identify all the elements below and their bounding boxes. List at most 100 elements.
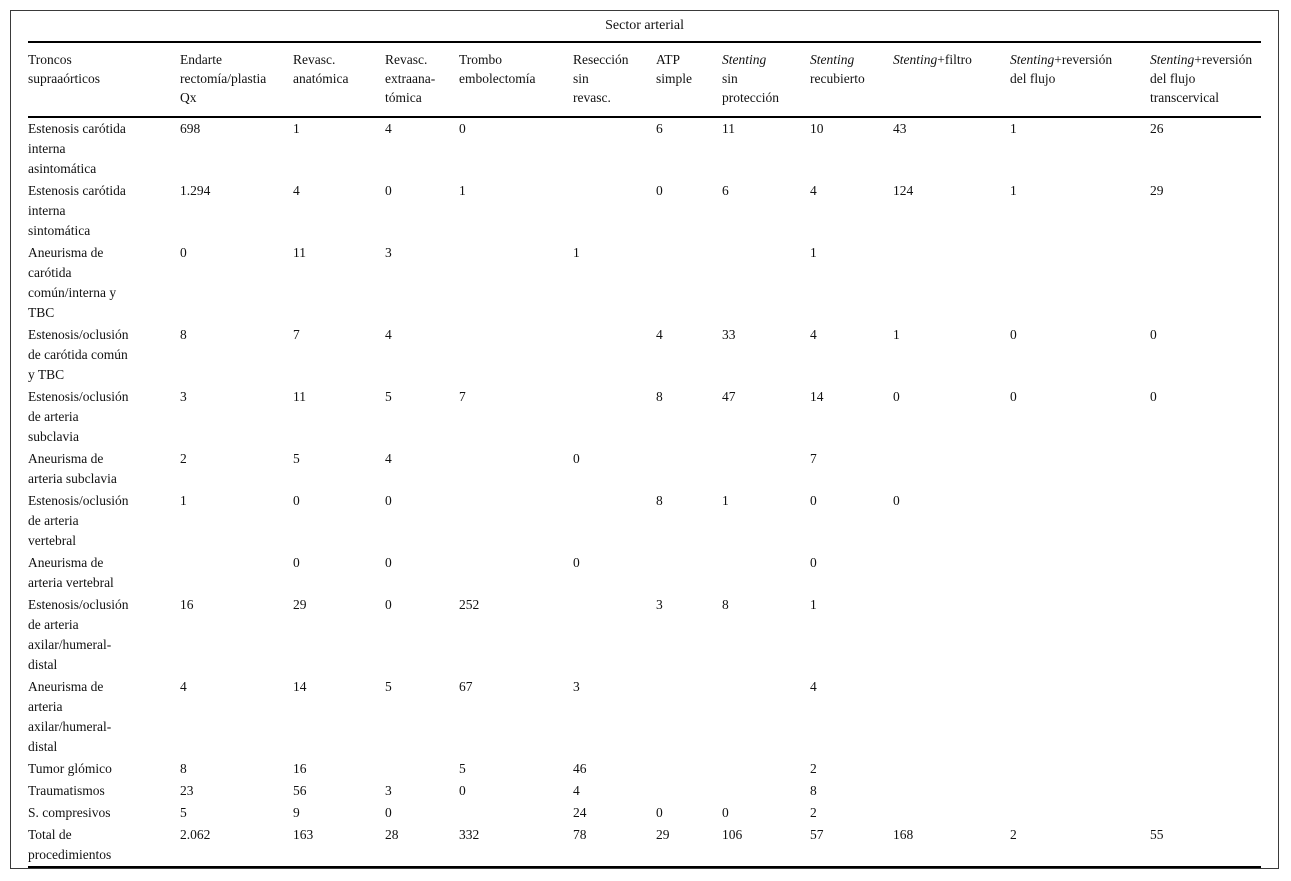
cell-stenting-filtro: 0: [893, 389, 900, 404]
cell-stenting-filtro: 0: [893, 493, 900, 508]
cell-endarterectomia-plastia-qx: 2.062: [180, 827, 211, 842]
cell-stenting-sin-proteccion: 1: [722, 493, 729, 508]
cell-stenting-sin-proteccion: [722, 758, 810, 780]
header-segment: Revasc. anatómica: [293, 52, 349, 86]
cell-revasc-anatomica: 11: [293, 245, 306, 260]
cell-stenting-reversion-flujo: [1010, 780, 1150, 802]
column-header-tromboembolectomia: Trombo embolectomía: [459, 42, 573, 118]
cell-revasc-extraanatomica: 5: [385, 389, 392, 404]
row-label: Aneurisma de arteria vertebral: [28, 555, 114, 590]
sector-arterial-table: Sector arterial Troncos supraaórticos End…: [28, 11, 1262, 868]
cell-stenting-sin-proteccion: [722, 552, 810, 594]
cell-endarterectomia-plastia-qx: 16: [180, 597, 194, 612]
cell-stenting-sin-proteccion: 11: [722, 121, 735, 136]
cell-stenting-reversion-flujo: 0: [1010, 327, 1017, 342]
table-row: S. compresivos 5 9 0 24 0 0 2: [28, 802, 1261, 824]
column-header-stenting-filtro: Stenting+filtro: [893, 42, 1010, 118]
cell-stenting-reversion-flujo: [1010, 448, 1150, 490]
cell-stenting-reversion-flujo-transcervical: [1150, 552, 1261, 594]
cell-revasc-extraanatomica: 0: [385, 555, 392, 570]
cell-tromboembolectomia: [459, 242, 573, 324]
table-row: Tumor glómico 8 16 5 46 2: [28, 758, 1261, 780]
cell-revasc-anatomica: 163: [293, 827, 314, 842]
cell-stenting-filtro: 1: [893, 327, 900, 342]
cell-stenting-reversion-flujo-transcervical: 26: [1150, 121, 1164, 136]
cell-stenting-recubierto: 57: [810, 827, 824, 842]
cell-reseccion-sin-revasc: [573, 386, 656, 448]
row-label: Estenosis/oclusión de arteria subclavia: [28, 389, 129, 444]
cell-revasc-anatomica: 0: [293, 493, 300, 508]
cell-stenting-filtro: [893, 448, 1010, 490]
cell-atp-simple: 29: [656, 827, 670, 842]
cell-stenting-sin-proteccion: 8: [722, 597, 729, 612]
header-segment: recubierto: [810, 71, 865, 86]
cell-revasc-anatomica: 1: [293, 121, 300, 136]
table-row: Estenosis carótida interna sintomática 1.…: [28, 180, 1261, 242]
cell-stenting-reversion-flujo-transcervical: [1150, 490, 1261, 552]
cell-endarterectomia-plastia-qx: 1: [180, 493, 187, 508]
table-row: Aneurisma de arteria subclavia 2 5 4 0 7: [28, 448, 1261, 490]
cell-stenting-filtro: [893, 676, 1010, 758]
header-row: Troncos supraaórticos Endarte rectomía/pl…: [28, 42, 1262, 118]
header-segment: +reversión del flujo transcervical: [1150, 52, 1253, 105]
cell-stenting-filtro: 43: [893, 121, 907, 136]
cell-revasc-extraanatomica: 0: [385, 183, 392, 198]
header-segment: +reversión del flujo: [1010, 52, 1113, 86]
header-segment: Troncos supraaórticos: [28, 52, 100, 86]
cell-endarterectomia-plastia-qx: 4: [180, 679, 187, 694]
row-label: Traumatismos: [28, 783, 105, 798]
cell-atp-simple: 4: [656, 327, 663, 342]
row-label: Estenosis/oclusión de carótida común y T…: [28, 327, 129, 382]
table-row: Traumatismos 23 56 3 0 4 8: [28, 780, 1261, 802]
column-header-revasc-extraanatomica: Revasc. extraana- tómica: [385, 42, 459, 118]
cell-tromboembolectomia: 252: [459, 597, 480, 612]
header-segment-italic: Stenting: [722, 52, 767, 67]
table-row: Estenosis/oclusión de carótida común y T…: [28, 324, 1261, 386]
table-row: Estenosis carótida interna asintomática 6…: [28, 117, 1261, 180]
cell-revasc-extraanatomica: 0: [385, 805, 392, 820]
row-label: Estenosis carótida interna asintomática: [28, 121, 126, 176]
header-segment: Endarte rectomía/plastia Qx: [180, 52, 267, 105]
cell-atp-simple: 6: [656, 121, 663, 136]
table-row: Estenosis/oclusión de arteria axilar/hum…: [28, 594, 1261, 676]
cell-revasc-extraanatomica: 28: [385, 827, 399, 842]
cell-tromboembolectomia: 5: [459, 761, 466, 776]
cell-revasc-anatomica: 9: [293, 805, 300, 820]
header-segment: ATP simple: [656, 52, 692, 86]
column-header-stenting-recubierto: Stenting recubierto: [810, 42, 893, 118]
cell-revasc-anatomica: 11: [293, 389, 306, 404]
cell-stenting-filtro: [893, 802, 1010, 824]
row-label: Aneurisma de carótida común/interna y TB…: [28, 245, 117, 320]
table-title: Sector arterial: [28, 11, 1262, 43]
row-label: Estenosis carótida interna sintomática: [28, 183, 126, 238]
cell-endarterectomia-plastia-qx: 8: [180, 761, 187, 776]
cell-reseccion-sin-revasc: 46: [573, 761, 587, 776]
cell-revasc-anatomica: 14: [293, 679, 307, 694]
cell-atp-simple: [656, 552, 722, 594]
cell-stenting-reversion-flujo: 1: [1010, 183, 1017, 198]
row-label: Estenosis/oclusión de arteria axilar/hum…: [28, 597, 129, 672]
cell-stenting-filtro: [893, 594, 1010, 676]
cell-stenting-reversion-flujo-transcervical: [1150, 448, 1261, 490]
cell-revasc-extraanatomica: 0: [385, 493, 392, 508]
cell-stenting-sin-proteccion: 33: [722, 327, 736, 342]
cell-revasc-extraanatomica: 4: [385, 121, 392, 136]
cell-reseccion-sin-revasc: 4: [573, 783, 580, 798]
cell-stenting-reversion-flujo-transcervical: 29: [1150, 183, 1164, 198]
cell-atp-simple: [656, 448, 722, 490]
cell-revasc-anatomica: 16: [293, 761, 307, 776]
cell-atp-simple: 3: [656, 597, 663, 612]
table-body: Estenosis carótida interna asintomática 6…: [28, 117, 1262, 867]
row-label: Aneurisma de arteria subclavia: [28, 451, 117, 486]
cell-stenting-recubierto: 4: [810, 183, 817, 198]
cell-reseccion-sin-revasc: 78: [573, 827, 587, 842]
cell-reseccion-sin-revasc: 24: [573, 805, 587, 820]
cell-stenting-reversion-flujo-transcervical: [1150, 780, 1261, 802]
cell-atp-simple: [656, 758, 722, 780]
cell-stenting-sin-proteccion: [722, 448, 810, 490]
cell-stenting-sin-proteccion: 6: [722, 183, 729, 198]
cell-atp-simple: 0: [656, 183, 663, 198]
cell-stenting-reversion-flujo-transcervical: 0: [1150, 327, 1157, 342]
cell-stenting-reversion-flujo: [1010, 676, 1150, 758]
cell-reseccion-sin-revasc: 3: [573, 679, 580, 694]
